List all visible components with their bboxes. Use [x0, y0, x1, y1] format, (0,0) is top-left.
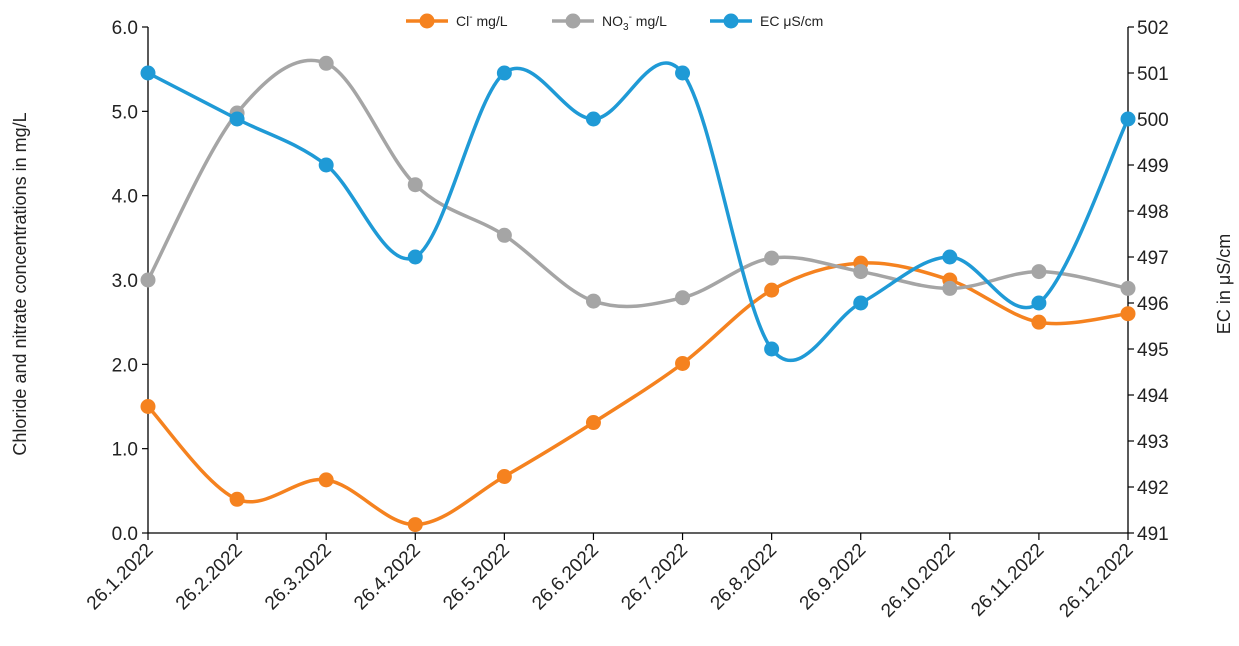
- nitrate-point: [853, 264, 869, 280]
- nitrate-point: [140, 272, 156, 288]
- x-tick-label: 26.11.2022: [967, 540, 1048, 621]
- legend-label: EC μS/cm: [760, 13, 823, 29]
- x-tick-label: 26.8.2022: [707, 540, 782, 615]
- series-ec: [140, 61, 1136, 363]
- y2-tick-label: 494: [1137, 386, 1169, 407]
- series-nitrate: [140, 55, 1136, 309]
- ec-point: [1031, 295, 1047, 311]
- legend-swatch-marker: [419, 13, 435, 29]
- x-tick-label: 26.6.2022: [528, 540, 603, 615]
- y2-tick-label: 502: [1137, 18, 1169, 39]
- x-tick-label: 26.1.2022: [83, 540, 158, 615]
- series-layer: [140, 55, 1136, 533]
- y2-tick-label: 500: [1137, 110, 1169, 131]
- x-tick-label: 26.12.2022: [1055, 540, 1137, 622]
- y2-tick-label: 498: [1137, 202, 1169, 223]
- ec-point: [229, 111, 245, 127]
- y-tick-label: 1.0: [112, 440, 138, 461]
- ec-point: [675, 65, 691, 81]
- y-tick-label: 4.0: [112, 187, 138, 208]
- ec-point: [853, 295, 869, 311]
- nitrate-point: [1031, 264, 1047, 280]
- ec-line: [147, 61, 1130, 363]
- nitrate-point: [318, 55, 334, 71]
- ec-point: [942, 249, 958, 265]
- y-tick-label: 5.0: [112, 102, 138, 123]
- nitrate-point: [407, 177, 423, 193]
- y2-tick-label: 497: [1137, 248, 1169, 269]
- nitrate-point: [1120, 280, 1136, 296]
- legend-label: Cl- mg/L: [456, 12, 508, 29]
- y-axis-title: Chloride and nitrate concentrations in m…: [10, 112, 30, 455]
- chloride-point: [318, 472, 334, 488]
- ec-point: [140, 65, 156, 81]
- chloride-point: [140, 399, 156, 414]
- y-tick-label: 6.0: [112, 18, 138, 39]
- y2-axis-title: EC in μS/cm: [1214, 234, 1234, 334]
- y-tick-label: 0.0: [112, 524, 138, 545]
- chloride-point: [764, 282, 780, 298]
- chloride-point: [407, 517, 423, 533]
- chloride-point: [1120, 306, 1136, 322]
- x-tick-label: 26.7.2022: [617, 540, 692, 615]
- y2-tick-label: 496: [1137, 294, 1169, 315]
- y2-tick-label: 499: [1137, 156, 1169, 177]
- chloride-point: [1031, 314, 1047, 330]
- nitrate-point: [496, 227, 512, 243]
- x-tick-label: 26.4.2022: [350, 540, 425, 615]
- y2-tick-label: 493: [1137, 432, 1169, 453]
- legend-label: NO3- mg/L: [602, 12, 667, 33]
- ec-point: [407, 249, 423, 265]
- legend-item-ec: EC μS/cm: [710, 13, 823, 29]
- series-chloride: [140, 255, 1136, 533]
- nitrate-point: [675, 290, 691, 306]
- chloride-line: [146, 261, 1129, 527]
- nitrate-line: [146, 58, 1129, 309]
- chloride-point: [675, 355, 691, 371]
- x-tick-label: 26.3.2022: [261, 540, 336, 615]
- chloride-point: [585, 415, 601, 431]
- nitrate-point: [585, 293, 601, 309]
- x-tick-label: 26.9.2022: [796, 540, 871, 615]
- legend: Cl- mg/L NO3- mg/L EC μS/cm: [406, 12, 823, 33]
- legend-swatch-marker: [565, 13, 581, 29]
- legend-item-nitrate: NO3- mg/L: [552, 12, 667, 33]
- y2-tick-label: 492: [1137, 478, 1169, 499]
- ec-point: [1120, 111, 1136, 127]
- y-tick-label: 3.0: [112, 271, 138, 292]
- x-tick-label: 26.5.2022: [439, 540, 514, 615]
- x-tick-label: 26.2.2022: [172, 540, 247, 615]
- chloride-point: [229, 491, 245, 507]
- axes: 0.0 1.0 2.0 3.0 4.0 5.0 6.0 491 492 493 494 495 496 4…: [83, 18, 1169, 622]
- ec-point: [585, 111, 601, 127]
- nitrate-point: [942, 280, 958, 296]
- x-tick-label: 26.10.2022: [877, 540, 959, 622]
- ec-point: [764, 341, 780, 357]
- y2-tick-label: 491: [1137, 524, 1169, 545]
- y2-tick-label: 495: [1137, 340, 1169, 361]
- legend-swatch-marker: [723, 13, 739, 29]
- ec-point: [496, 65, 512, 81]
- ec-point: [318, 157, 334, 173]
- y2-tick-label: 501: [1137, 64, 1169, 85]
- y-tick-label: 2.0: [112, 355, 138, 376]
- nitrate-point: [764, 250, 780, 266]
- legend-item-chloride: Cl- mg/L: [406, 12, 508, 29]
- chloride-point: [496, 468, 512, 484]
